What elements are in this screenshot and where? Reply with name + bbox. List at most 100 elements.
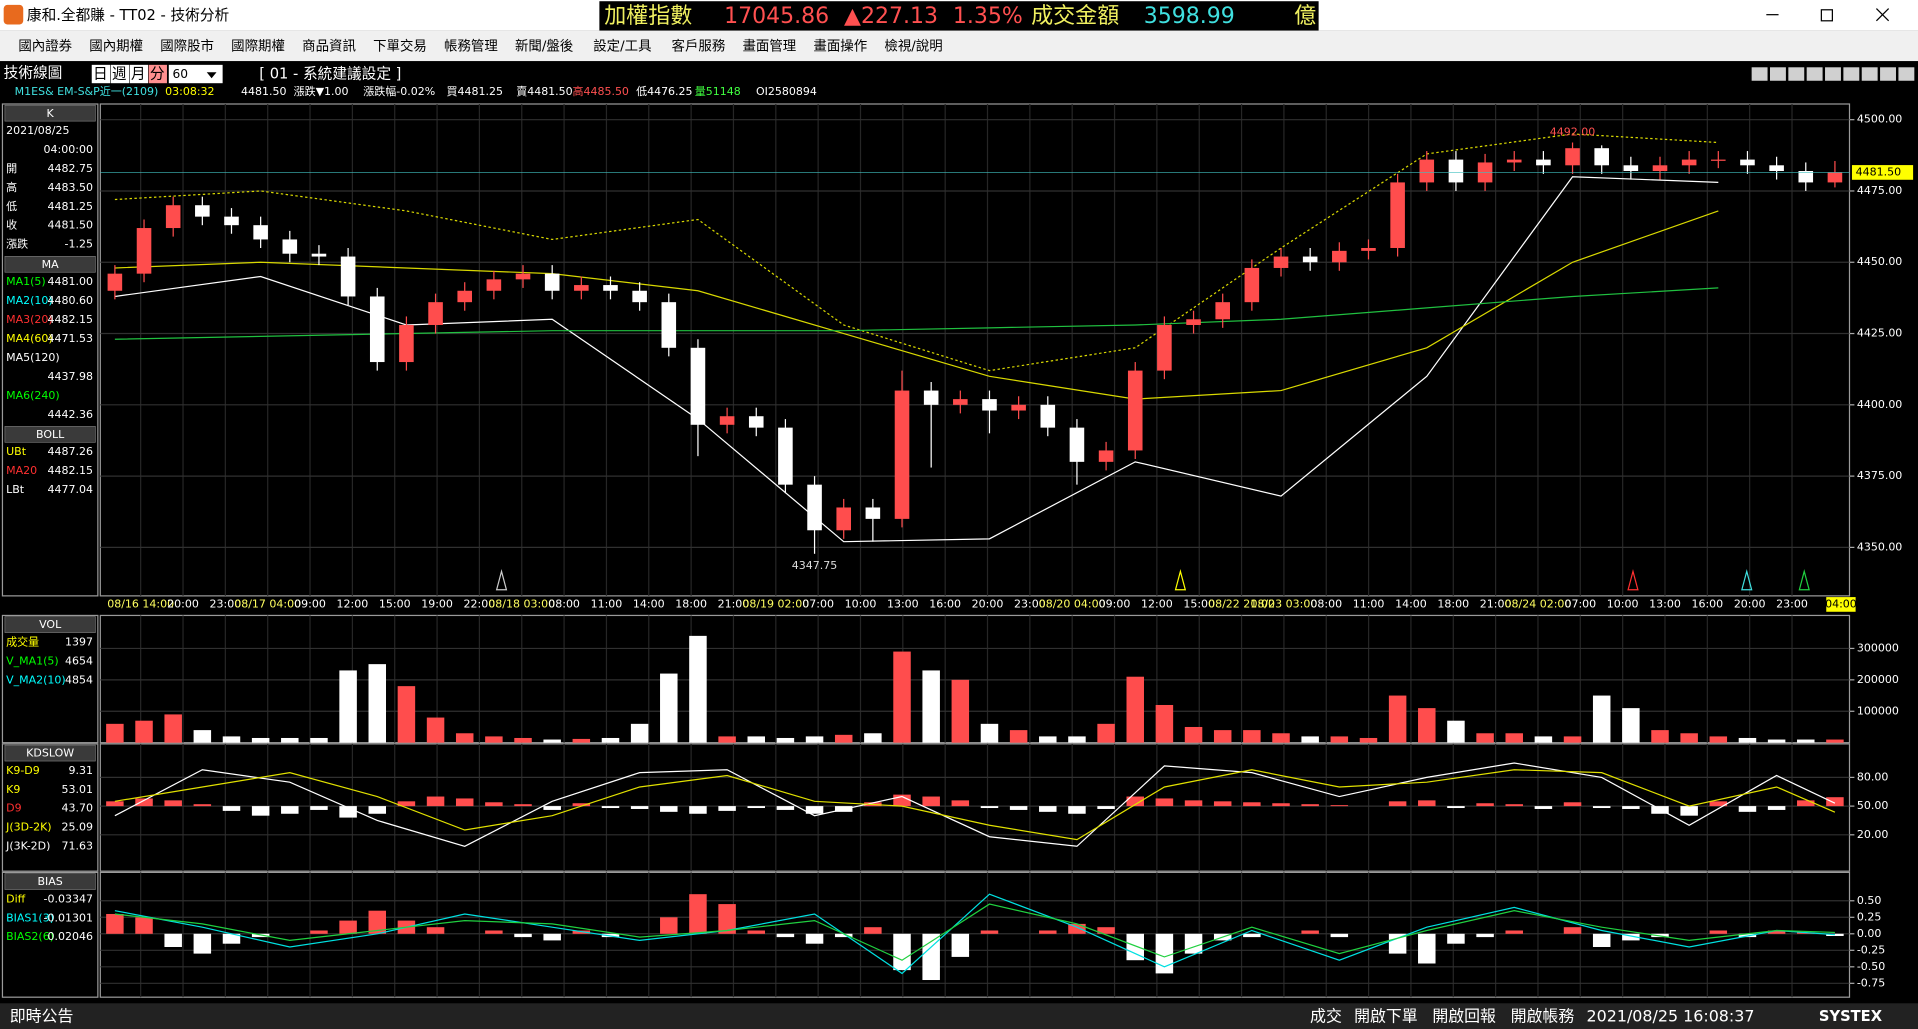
candle-body — [1681, 159, 1697, 166]
tool-icon[interactable] — [1806, 67, 1823, 81]
bias-bar — [310, 930, 328, 934]
tool-icon[interactable] — [1751, 67, 1768, 81]
kd-bar — [135, 798, 153, 807]
tool-icon[interactable] — [1843, 67, 1860, 81]
menu-item[interactable]: 畫面操作 — [813, 38, 867, 54]
volume-bar — [164, 714, 182, 743]
x-tick-label: 12:00 — [1141, 597, 1173, 610]
quote-info: 漲跌▼1.00 — [294, 84, 349, 98]
side-label: K9 — [6, 783, 20, 796]
indicator-line — [114, 210, 1719, 400]
candle-body — [894, 390, 910, 519]
kd-bar — [1184, 800, 1203, 807]
menu-item[interactable]: 國內期權 — [89, 38, 143, 54]
volume-bar — [1388, 695, 1407, 743]
x-tick-label: 08:00 — [1310, 597, 1342, 610]
menu-item[interactable]: 帳務管理 — [444, 38, 498, 54]
menu-item[interactable]: 國內證券 — [18, 37, 72, 54]
menu-item[interactable]: 商品資訊 — [302, 38, 356, 54]
menu-item[interactable]: 畫面管理 — [742, 38, 796, 54]
kd-bar — [368, 806, 387, 814]
candle-body — [865, 507, 881, 519]
menu-item[interactable]: 新聞/盤後 — [515, 38, 574, 54]
volume-bar — [1680, 733, 1698, 743]
maximize[interactable] — [1820, 9, 1833, 22]
candle-body — [1040, 404, 1056, 428]
period-button[interactable] — [91, 64, 111, 84]
interval-select[interactable] — [168, 64, 223, 84]
x-tick-label: 20:00 — [1734, 597, 1766, 610]
menu-item[interactable]: 國際期權 — [231, 38, 285, 54]
menu-item[interactable]: 客戶服務 — [672, 37, 726, 54]
side-value: -1.25 — [64, 238, 92, 251]
side-value: 4477.04 — [47, 483, 92, 496]
candle-body — [195, 205, 210, 217]
x-tick-label: 14:00 — [1395, 597, 1427, 610]
side-header-text: BIAS — [37, 875, 62, 888]
side-label: J(3D-2K) — [5, 821, 51, 834]
side-value: 71.63 — [61, 840, 92, 853]
volume-bar — [660, 673, 678, 743]
kd-bar — [1622, 806, 1640, 809]
volume-bar — [1622, 708, 1640, 743]
y-tick-label: 4350.00 — [1857, 540, 1902, 553]
volume-bar — [1039, 736, 1057, 743]
kd-bar — [1826, 797, 1844, 807]
tool-icon[interactable] — [1861, 67, 1878, 81]
side-label: 漲跌 — [6, 237, 28, 251]
kd-bar — [1097, 806, 1115, 809]
quote-info: 賣4481.50 — [516, 84, 572, 98]
kd-bar — [689, 806, 707, 814]
tool-icon[interactable] — [1825, 67, 1841, 81]
close[interactable] — [1875, 8, 1890, 22]
status-button[interactable]: 開啟下單 — [1354, 1006, 1418, 1025]
volume-bar — [1797, 739, 1815, 743]
notice[interactable]: 即時公告 — [10, 1006, 74, 1025]
candle-body — [719, 416, 735, 425]
menu-item[interactable]: 下單交易 — [373, 37, 427, 54]
side-value: 25.09 — [61, 821, 92, 834]
status-button[interactable]: 開啟帳務 — [1511, 1006, 1575, 1025]
tool-icon[interactable] — [1788, 67, 1805, 81]
side-value: 4482.75 — [47, 162, 92, 175]
quote-info: 低4476.25 — [636, 85, 692, 98]
side-value: 43.70 — [61, 802, 92, 815]
period-button[interactable] — [110, 64, 130, 84]
side-label: 低 — [6, 200, 17, 213]
volume-bar — [1476, 733, 1494, 743]
candle-body — [1273, 256, 1289, 268]
kd-bar — [660, 806, 678, 812]
status-button[interactable]: 成交 — [1310, 1006, 1342, 1025]
period-button[interactable] — [148, 64, 167, 84]
side-label: 收 — [6, 218, 17, 232]
bias-bar — [660, 917, 678, 934]
candle-body — [1419, 159, 1435, 183]
y-tick-label: 4375.00 — [1857, 469, 1902, 482]
kd-bar — [922, 796, 940, 807]
status-button[interactable]: 開啟回報 — [1432, 1006, 1496, 1025]
high-label: 4492.00 — [1550, 126, 1595, 139]
turnover-unit: 億 — [1294, 4, 1316, 29]
volume-bar — [368, 664, 387, 743]
menu-item[interactable]: 檢視/說明 — [884, 37, 942, 54]
side-value: 4442.36 — [47, 408, 92, 421]
kd-bar — [426, 796, 445, 807]
ticker-change: ▲227.13 — [844, 4, 938, 29]
bias-bar — [514, 933, 532, 938]
tool-icon[interactable] — [1769, 67, 1786, 81]
side-label: UBt — [6, 445, 27, 458]
x-tick-label: 23:00 — [1776, 597, 1808, 610]
menu-item[interactable]: 設定/工具 — [593, 38, 651, 54]
side-value: 4471.53 — [47, 332, 92, 345]
tool-icon[interactable] — [1898, 67, 1915, 81]
y-tick-label: 4450.00 — [1857, 255, 1902, 268]
candle-body — [1652, 165, 1668, 172]
side-header-text: K — [47, 107, 55, 120]
y-tick-label: 4500.00 — [1857, 113, 1902, 126]
menu: 國內證券 國內期權 國際股市 國際期權 商品資訊 下單交易 帳務管理 新聞/盤後 設定/工具 客戶… — [18, 37, 942, 54]
volume-bar — [1767, 739, 1786, 743]
tool-icon[interactable] — [1880, 67, 1896, 81]
menu-item[interactable]: 國際股市 — [160, 37, 214, 54]
period-button[interactable] — [129, 64, 149, 84]
volume-bar — [1738, 737, 1757, 743]
